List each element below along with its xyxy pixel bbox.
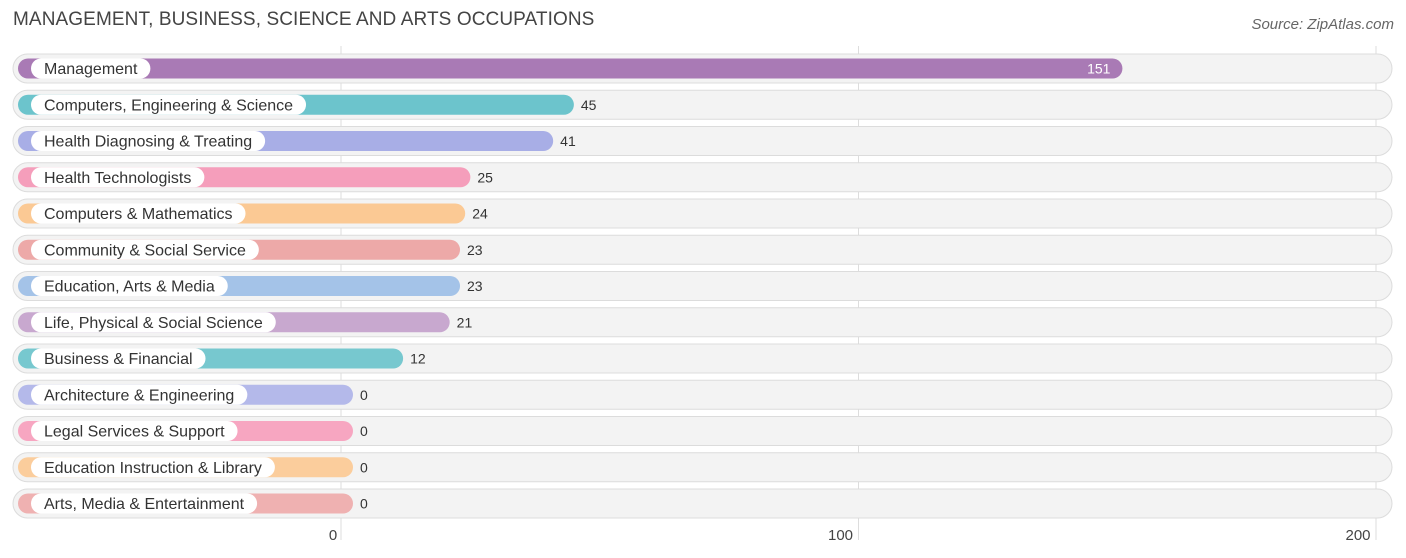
value-label-computers-engineering-science: 45	[581, 97, 597, 113]
chart-source: Source: ZipAtlas.com	[1251, 16, 1394, 33]
value-label-community-social-service: 23	[467, 242, 483, 258]
category-pill-business-financial	[31, 348, 206, 369]
value-label-legal-services-support: 0	[360, 423, 368, 439]
x-tick-label-100: 100	[828, 527, 853, 544]
category-label-business-financial: Business & Financial	[44, 351, 193, 368]
category-pill-life-physical-social-science	[31, 312, 276, 333]
value-label-business-financial: 12	[410, 351, 426, 367]
category-label-education-instruction-library: Education Instruction & Library	[44, 460, 262, 477]
category-label-legal-services-support: Legal Services & Support	[44, 424, 225, 441]
category-label-arts-media-entertainment: Arts, Media & Entertainment	[44, 496, 245, 513]
category-label-education-arts-media: Education, Arts & Media	[44, 279, 215, 296]
category-label-computers-engineering-science: Computers, Engineering & Science	[44, 97, 293, 114]
category-pill-education-instruction-library	[31, 457, 275, 478]
category-pill-education-arts-media	[31, 276, 228, 296]
category-pill-health-technologists	[31, 167, 205, 188]
value-label-management: 151	[1087, 61, 1111, 77]
value-label-arts-media-entertainment: 0	[360, 496, 368, 512]
category-label-community-social-service: Community & Social Service	[44, 242, 246, 259]
category-label-architecture-engineering: Architecture & Engineering	[44, 387, 234, 404]
category-pill-legal-services-support	[31, 421, 238, 441]
category-pill-architecture-engineering	[31, 384, 248, 405]
value-label-architecture-engineering: 0	[360, 387, 368, 403]
category-label-life-physical-social-science: Life, Physical & Social Science	[44, 315, 263, 332]
category-label-computers-mathematics: Computers & Mathematics	[44, 206, 233, 223]
x-tick-label-0: 0	[329, 527, 337, 544]
category-label-health-diagnosing-treating: Health Diagnosing & Treating	[44, 134, 252, 151]
category-pill-community-social-service	[31, 239, 259, 260]
value-label-computers-mathematics: 24	[472, 206, 488, 222]
category-label-health-technologists: Health Technologists	[44, 170, 191, 187]
category-pill-management	[31, 58, 151, 79]
row-architecture-engineering	[12, 379, 1393, 410]
value-label-education-instruction-library: 0	[360, 459, 368, 475]
category-pill-health-diagnosing-treating	[31, 131, 266, 151]
row-education-instruction-library	[12, 452, 1393, 483]
x-tick-label-200: 200	[1345, 527, 1370, 544]
bar-management[interactable]	[18, 58, 1123, 79]
category-pill-arts-media-entertainment	[31, 493, 258, 514]
category-pill-computers-mathematics	[31, 203, 246, 224]
category-pill-computers-engineering-science	[31, 94, 307, 115]
category-label-management: Management	[44, 61, 138, 78]
value-label-life-physical-social-science: 21	[457, 314, 473, 330]
row-legal-services-support	[12, 416, 1393, 446]
value-label-education-arts-media: 23	[467, 278, 483, 294]
value-label-health-diagnosing-treating: 41	[560, 133, 576, 149]
row-arts-media-entertainment	[12, 488, 1393, 519]
chart-title: MANAGEMENT, BUSINESS, SCIENCE AND ARTS O…	[13, 9, 595, 30]
value-label-health-technologists: 25	[477, 169, 493, 185]
